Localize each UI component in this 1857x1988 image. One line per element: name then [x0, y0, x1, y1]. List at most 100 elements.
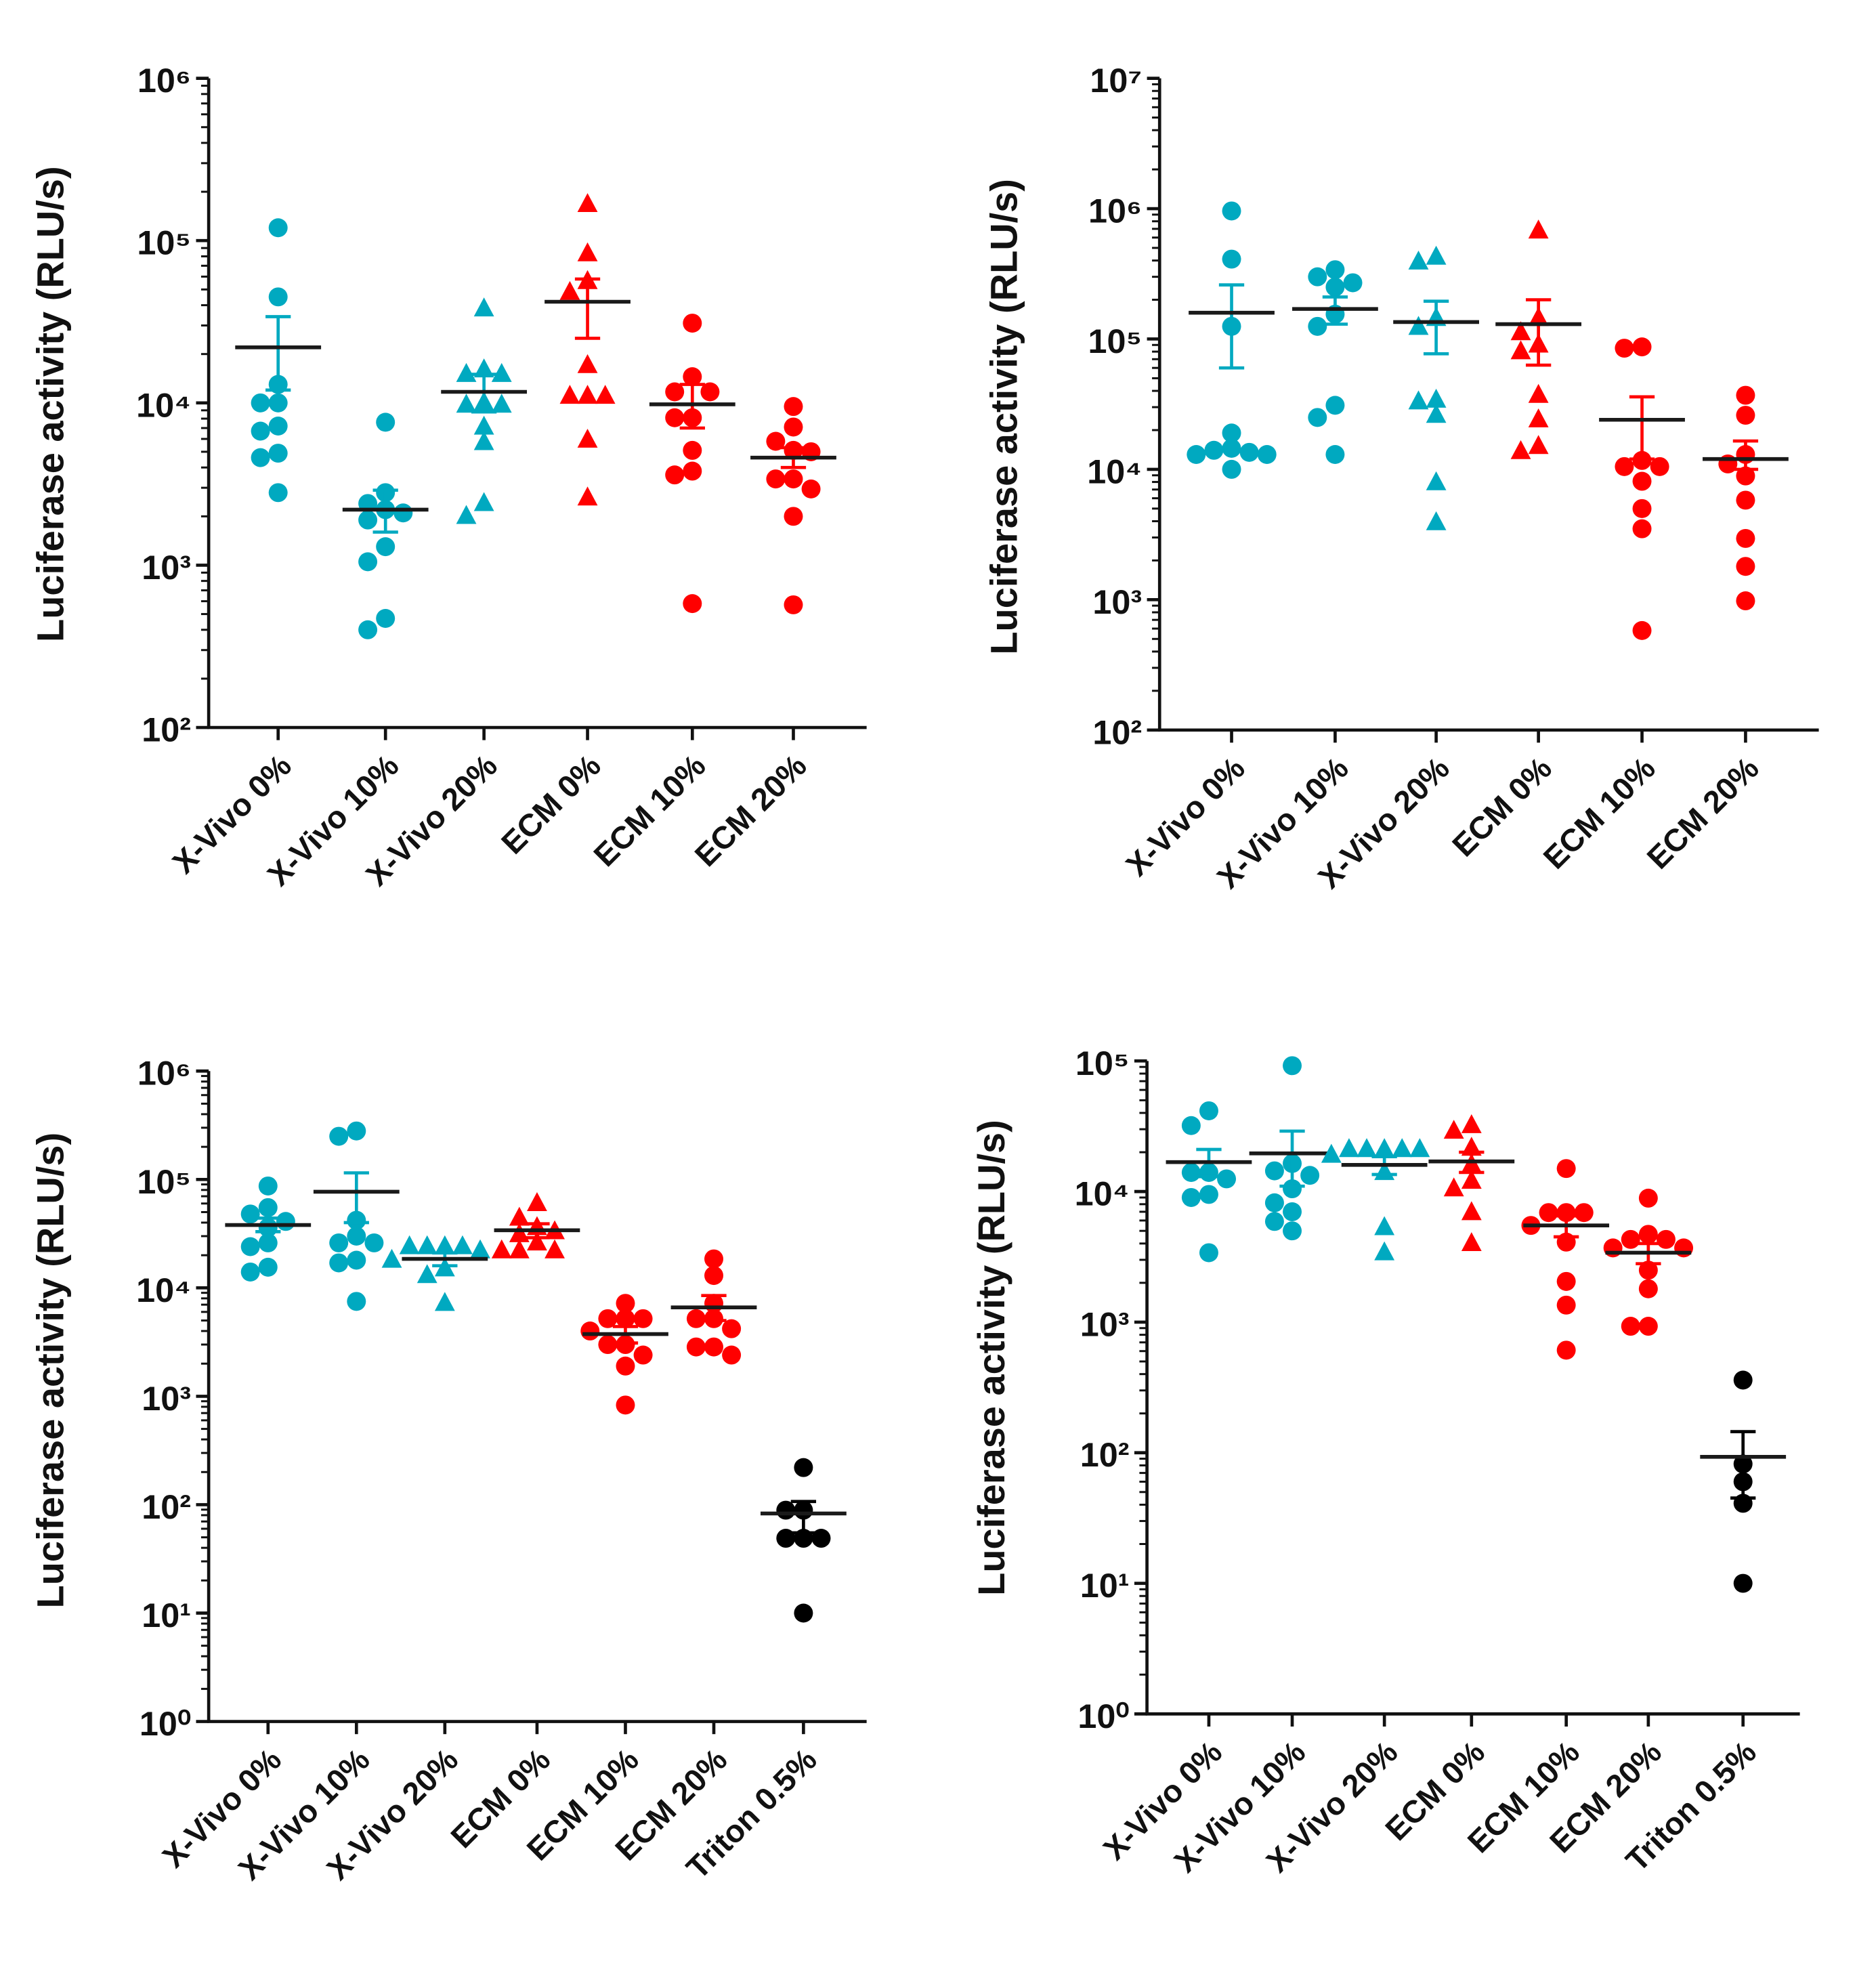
data-point-circle	[347, 1226, 366, 1246]
data-point-circle	[1283, 1056, 1302, 1076]
data-point-circle	[358, 620, 378, 639]
y-tick-label: 10⁷	[1090, 61, 1142, 100]
data-point-circle	[240, 1262, 260, 1282]
data-point-triangle	[1339, 1138, 1359, 1158]
data-point-triangle	[1374, 1241, 1395, 1261]
data-point-circle	[1283, 1202, 1302, 1221]
data-point-circle	[580, 1321, 600, 1341]
data-point-circle	[1222, 249, 1241, 269]
data-point-circle	[1264, 1161, 1284, 1181]
y-tick-label: 10⁵	[137, 224, 191, 262]
data-point-circle	[722, 1319, 742, 1338]
data-point-circle	[1556, 1340, 1576, 1360]
series-group	[342, 413, 429, 639]
data-point-triangle	[434, 1292, 455, 1311]
data-point-circle	[1632, 499, 1652, 518]
series-group	[1599, 337, 1685, 640]
data-point-triangle	[577, 385, 598, 404]
data-point-circle	[686, 1337, 706, 1357]
series-group	[441, 297, 528, 524]
series-group	[1292, 260, 1378, 464]
data-point-triangle	[559, 280, 580, 300]
data-point-circle	[364, 1233, 384, 1252]
data-point-circle	[700, 382, 720, 402]
data-point-triangle	[1357, 1138, 1377, 1158]
data-point-circle	[1638, 1225, 1658, 1244]
data-point-circle	[811, 1529, 831, 1548]
data-point-circle	[1204, 440, 1224, 460]
y-tick-label: 10¹	[142, 1596, 191, 1634]
data-point-circle	[1222, 438, 1241, 458]
data-point-triangle	[452, 1235, 473, 1254]
data-point-triangle	[473, 492, 494, 511]
y-tick-label: 10⁰	[140, 1704, 191, 1743]
data-point-circle	[376, 413, 396, 432]
data-point-circle	[1181, 1116, 1201, 1135]
data-point-circle	[1733, 1573, 1753, 1593]
data-point-triangle	[417, 1235, 437, 1254]
data-point-circle	[1300, 1166, 1320, 1185]
y-tick-label: 10³	[142, 548, 191, 587]
x-tick-label: ECM 10%	[1537, 750, 1662, 876]
data-point-circle	[1239, 442, 1259, 462]
data-point-triangle	[491, 1239, 512, 1259]
data-point-circle	[268, 483, 288, 503]
data-point-circle	[1632, 471, 1652, 491]
data-point-triangle	[1443, 1177, 1464, 1197]
data-point-circle	[1638, 1317, 1658, 1336]
data-point-circle	[1656, 1229, 1675, 1249]
y-axis-title: Luciferase activity (RLU/s)	[983, 179, 1025, 655]
series-group	[750, 397, 836, 614]
data-point-triangle	[1409, 1138, 1430, 1158]
data-point-triangle	[434, 1235, 455, 1254]
series-group	[670, 1249, 757, 1365]
series-group	[1187, 201, 1277, 479]
data-point-circle	[329, 1253, 349, 1273]
data-point-circle	[1574, 1203, 1594, 1223]
data-point-circle	[358, 552, 378, 572]
data-point-triangle	[527, 1231, 547, 1251]
data-point-circle	[704, 1266, 723, 1286]
series-group	[1428, 1114, 1515, 1252]
y-tick-label: 10⁴	[1087, 452, 1142, 490]
data-point-triangle	[1461, 1201, 1482, 1221]
x-tick-label: ECM 20%	[1640, 750, 1766, 876]
data-point-circle	[776, 1529, 796, 1548]
data-point-circle	[1615, 339, 1634, 358]
data-point-circle	[1736, 385, 1755, 405]
data-point-triangle	[1528, 408, 1549, 427]
data-point-circle	[683, 440, 702, 460]
data-point-circle	[683, 367, 702, 387]
data-point-circle	[258, 1233, 278, 1252]
data-point-circle	[1264, 1212, 1284, 1231]
series-group	[1166, 1101, 1252, 1263]
data-point-triangle	[577, 486, 598, 506]
data-point-triangle	[1408, 390, 1429, 410]
chart-panel-bottom-right: 10⁰ 10¹ 10² 10³ 10⁴ 10⁵ Luciferase activity (R…	[970, 1044, 1800, 1879]
data-point-circle	[616, 1395, 635, 1415]
data-point-circle	[704, 1337, 723, 1357]
series-group	[1703, 385, 1789, 611]
data-point-circle	[1736, 557, 1755, 576]
data-point-circle	[1325, 396, 1345, 415]
data-point-circle	[347, 1250, 366, 1270]
data-point-circle	[1632, 519, 1652, 538]
y-axis-title: Luciferase activity (RLU/s)	[29, 1133, 72, 1609]
data-point-triangle	[1408, 316, 1429, 335]
data-point-circle	[722, 1345, 742, 1365]
data-point-circle	[251, 393, 270, 413]
data-point-circle	[251, 448, 270, 467]
data-point-circle	[240, 1204, 260, 1224]
series-group	[235, 218, 322, 503]
data-point-circle	[1222, 423, 1241, 443]
data-point-circle	[1638, 1279, 1658, 1298]
data-point-circle	[1556, 1295, 1576, 1315]
data-point-triangle	[456, 505, 477, 524]
data-point-triangle	[577, 242, 598, 261]
data-point-triangle	[577, 428, 598, 448]
data-point-circle	[784, 595, 803, 614]
data-point-triangle	[491, 362, 512, 382]
data-point-circle	[801, 479, 821, 499]
data-point-circle	[1187, 445, 1206, 464]
data-point-triangle	[1528, 383, 1549, 403]
